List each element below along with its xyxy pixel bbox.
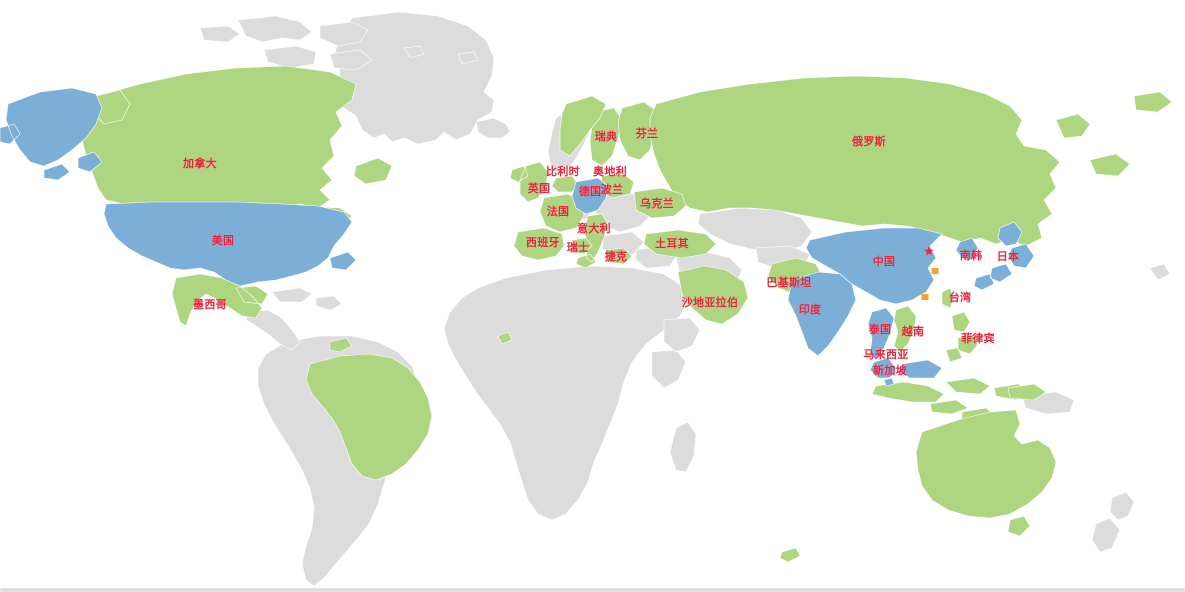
green-highlight-group	[81, 65, 1173, 563]
country-label-switzerland[interactable]: 瑞士	[566, 241, 590, 254]
canada-arctic-islands	[199, 15, 373, 89]
country-label-russia[interactable]: 俄罗斯	[852, 135, 886, 148]
saudi-arabia-shape	[677, 265, 749, 325]
central-asia-shape	[697, 207, 813, 253]
alaska-shape	[0, 87, 103, 181]
central-america-gray	[245, 309, 301, 351]
country-label-finland[interactable]: 芬兰	[635, 127, 659, 140]
finland-shape	[617, 101, 659, 161]
singapore-shape	[883, 377, 895, 387]
iceland-shape	[475, 117, 511, 139]
ukraine-shape	[633, 187, 687, 219]
malaysia-shape	[869, 357, 943, 379]
norway-shape	[559, 95, 607, 157]
country-label-taiwan[interactable]: 台湾	[948, 291, 972, 304]
new-zealand-shape	[1091, 491, 1135, 553]
caribbean-islands	[271, 287, 343, 311]
country-label-italy[interactable]: 意大利	[577, 222, 611, 235]
czech-shape	[605, 247, 633, 265]
north-africa-shape	[443, 265, 689, 521]
country-label-uk[interactable]: 英国	[527, 182, 551, 195]
country-label-china[interactable]: 中国	[872, 255, 896, 268]
antarctic-fringe	[0, 587, 1185, 592]
png-green-shape	[1007, 383, 1047, 401]
madagascar-shape	[669, 421, 697, 473]
usa-shape	[103, 201, 357, 287]
country-label-belgium[interactable]: 比利时	[546, 165, 580, 178]
misc-gray-islands	[403, 45, 1171, 281]
small-island-green	[779, 547, 801, 563]
uk-shape	[509, 161, 549, 203]
sweden-shape	[589, 107, 623, 167]
australia-shape	[915, 409, 1057, 537]
russia-shape	[649, 75, 1173, 247]
east-africa-shape	[651, 317, 701, 389]
china-shape	[805, 227, 943, 305]
city-marker-shanghai-square-icon[interactable]	[931, 268, 939, 274]
country-label-turkey[interactable]: 土耳其	[655, 237, 689, 250]
country-label-austria[interactable]: 奥地利	[593, 165, 627, 178]
country-label-canada[interactable]: 加拿大	[183, 157, 217, 170]
country-label-vietnam[interactable]: 越南	[901, 325, 925, 338]
country-label-czech[interactable]: 捷克	[604, 250, 628, 263]
country-label-ukraine[interactable]: 乌克兰	[640, 197, 674, 210]
country-label-philippines[interactable]: 菲律宾	[961, 332, 995, 345]
country-label-japan[interactable]: 日本	[996, 250, 1020, 263]
country-label-india[interactable]: 印度	[798, 303, 822, 316]
venezuela-green-tip	[329, 337, 353, 353]
country-label-singapore[interactable]: 新加坡	[873, 364, 907, 377]
country-label-mexico[interactable]: 墨西哥	[193, 298, 227, 311]
city-marker-shenzhen-square-icon[interactable]	[921, 294, 929, 300]
capital-marker-beijing-star-icon[interactable]: ★	[923, 244, 935, 260]
spain-shape	[513, 227, 565, 261]
country-label-south-korea[interactable]: 南韩	[959, 249, 983, 262]
country-label-france[interactable]: 法国	[546, 205, 570, 218]
vietnam-shape	[893, 305, 917, 353]
brazil-shape	[305, 353, 433, 481]
taiwan-shape	[941, 287, 955, 309]
country-label-germany[interactable]: 德国	[578, 185, 602, 198]
west-africa-green-spot	[497, 331, 513, 345]
country-label-pakistan[interactable]: 巴基斯坦	[766, 276, 812, 289]
country-label-spain[interactable]: 西班牙	[526, 236, 560, 249]
japan-shape	[973, 221, 1035, 291]
belgium-shape	[551, 175, 579, 193]
country-label-usa[interactable]: 美国	[211, 234, 235, 247]
country-label-thailand[interactable]: 泰国	[868, 323, 892, 336]
country-label-poland[interactable]: 波兰	[600, 183, 624, 196]
turkey-shape	[643, 229, 717, 259]
country-label-malaysia[interactable]: 马来西亚	[863, 348, 909, 361]
country-label-sweden[interactable]: 瑞典	[594, 130, 618, 143]
thailand-shape	[867, 307, 895, 361]
switzerland-shape	[571, 237, 593, 255]
germany-shape	[571, 177, 609, 215]
blue-highlight-group	[0, 87, 1035, 387]
country-label-saudi-arabia[interactable]: 沙地亚拉伯	[681, 296, 739, 309]
south-korea-shape	[955, 237, 979, 261]
philippines-shape	[945, 311, 979, 363]
